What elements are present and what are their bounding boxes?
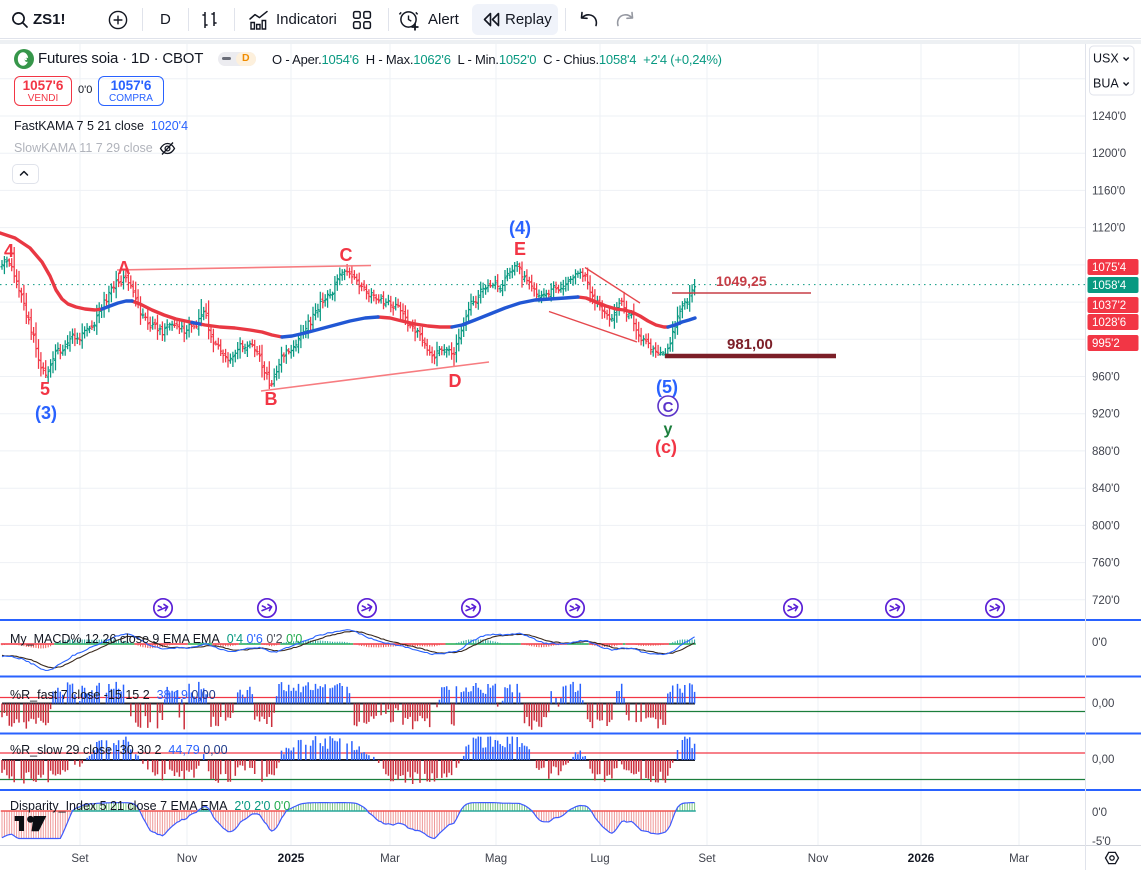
- svg-text:C: C: [663, 399, 674, 416]
- svg-text:1240'0: 1240'0: [1092, 111, 1126, 123]
- svg-text:960'0: 960'0: [1092, 372, 1120, 384]
- svg-text:Set: Set: [71, 853, 89, 865]
- svg-text:B: B: [265, 389, 278, 409]
- svg-text:760'0: 760'0: [1092, 558, 1120, 570]
- svg-text:720'0: 720'0: [1092, 595, 1120, 607]
- svg-text:Lug: Lug: [590, 853, 609, 865]
- svg-text:4: 4: [4, 241, 14, 261]
- svg-text:1049,25: 1049,25: [716, 273, 767, 289]
- svg-text:800'0: 800'0: [1092, 520, 1120, 532]
- svg-text:981,00: 981,00: [727, 336, 773, 353]
- svg-text:1120'0: 1120'0: [1092, 223, 1125, 235]
- svg-text:C: C: [340, 245, 353, 265]
- svg-text:BUA: BUA: [1093, 77, 1119, 91]
- svg-text:Nov: Nov: [177, 853, 198, 865]
- svg-text:0'0: 0'0: [1092, 807, 1107, 819]
- svg-text:5: 5: [40, 379, 50, 399]
- svg-text:(5): (5): [656, 377, 678, 397]
- svg-text:2025: 2025: [278, 851, 305, 865]
- svg-text:0'0: 0'0: [1092, 637, 1107, 649]
- svg-text:(c): (c): [655, 437, 677, 457]
- svg-text:0,00: 0,00: [1092, 698, 1114, 710]
- svg-text:E: E: [514, 239, 526, 259]
- svg-text:Nov: Nov: [808, 853, 829, 865]
- svg-text:(4): (4): [509, 218, 531, 238]
- svg-text:0,00: 0,00: [1092, 754, 1114, 766]
- svg-text:840'0: 840'0: [1092, 483, 1120, 495]
- svg-text:1037'2: 1037'2: [1092, 300, 1126, 312]
- svg-text:Mar: Mar: [1009, 853, 1029, 865]
- svg-text:1028'6: 1028'6: [1092, 317, 1126, 329]
- svg-text:Mar: Mar: [380, 853, 400, 865]
- svg-text:(3): (3): [35, 403, 57, 423]
- svg-text:1075'4: 1075'4: [1092, 262, 1127, 274]
- svg-text:1058'4: 1058'4: [1092, 280, 1127, 292]
- svg-text:1200'0: 1200'0: [1092, 148, 1126, 160]
- svg-text:D: D: [449, 371, 462, 391]
- svg-text:USX: USX: [1093, 52, 1119, 66]
- svg-text:A: A: [118, 258, 131, 278]
- svg-text:2026: 2026: [908, 851, 935, 865]
- svg-text:-5'0: -5'0: [1092, 836, 1111, 848]
- svg-text:880'0: 880'0: [1092, 446, 1120, 458]
- svg-text:y: y: [664, 421, 673, 438]
- svg-text:Set: Set: [698, 853, 716, 865]
- svg-text:995'2: 995'2: [1092, 338, 1120, 350]
- svg-text:1160'0: 1160'0: [1092, 185, 1125, 197]
- svg-text:920'0: 920'0: [1092, 409, 1120, 421]
- svg-text:Mag: Mag: [485, 853, 507, 865]
